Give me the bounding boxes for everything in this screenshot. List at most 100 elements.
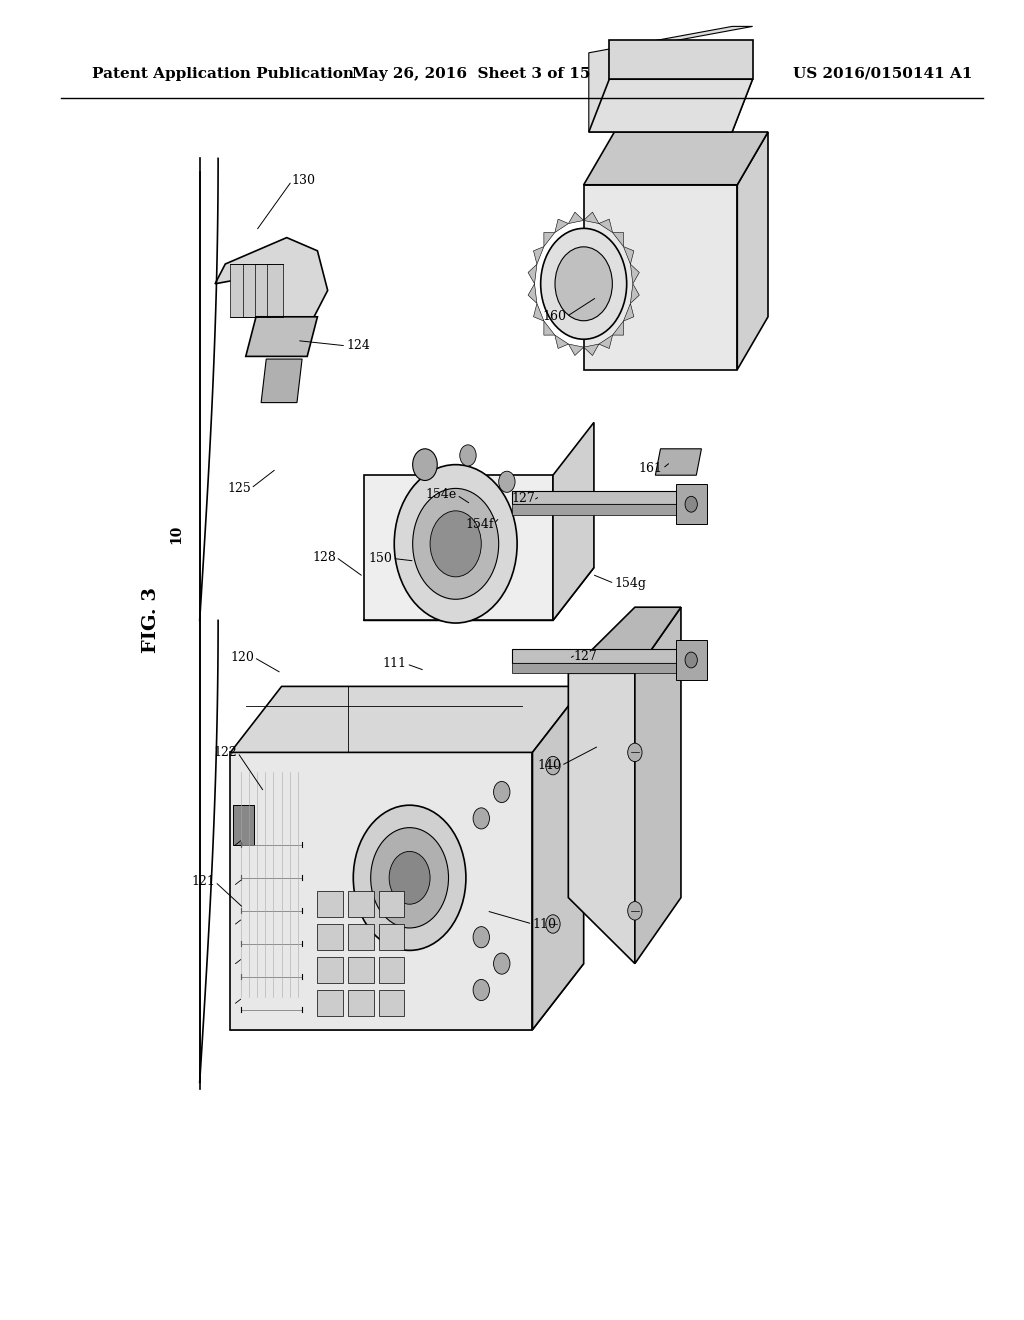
Bar: [379, 924, 404, 950]
Bar: [233, 805, 254, 845]
Circle shape: [430, 511, 481, 577]
Text: 111: 111: [383, 657, 407, 671]
Circle shape: [353, 805, 466, 950]
Polygon shape: [612, 321, 624, 335]
Text: 125: 125: [227, 482, 251, 495]
Polygon shape: [584, 345, 599, 355]
Polygon shape: [599, 219, 612, 232]
Polygon shape: [267, 264, 283, 317]
Text: 160: 160: [543, 310, 566, 323]
Text: 110: 110: [532, 917, 556, 931]
Circle shape: [555, 247, 612, 321]
Polygon shape: [544, 321, 555, 335]
Bar: [676, 640, 707, 680]
Bar: [317, 957, 343, 983]
Polygon shape: [631, 284, 639, 304]
Polygon shape: [364, 475, 553, 620]
Text: Patent Application Publication: Patent Application Publication: [92, 67, 354, 81]
Bar: [379, 990, 404, 1016]
Polygon shape: [624, 247, 634, 264]
Polygon shape: [512, 663, 696, 673]
Circle shape: [628, 902, 642, 920]
Polygon shape: [631, 264, 639, 284]
Circle shape: [473, 808, 489, 829]
Text: 10: 10: [169, 525, 183, 544]
Polygon shape: [589, 79, 753, 132]
Polygon shape: [230, 686, 584, 752]
Polygon shape: [599, 335, 612, 348]
Polygon shape: [528, 264, 537, 284]
Text: 154e: 154e: [425, 488, 457, 502]
Text: 120: 120: [230, 651, 254, 664]
Polygon shape: [635, 607, 681, 964]
Polygon shape: [568, 345, 584, 355]
Circle shape: [494, 781, 510, 803]
Polygon shape: [589, 26, 753, 132]
Bar: [348, 957, 374, 983]
Polygon shape: [230, 752, 532, 1030]
Circle shape: [499, 471, 515, 492]
Text: 127: 127: [573, 649, 597, 663]
Bar: [348, 891, 374, 917]
Text: 154f: 154f: [465, 517, 494, 531]
Bar: [317, 891, 343, 917]
Text: 161: 161: [639, 462, 663, 475]
Polygon shape: [612, 232, 624, 247]
Circle shape: [473, 927, 489, 948]
Circle shape: [389, 851, 430, 904]
Text: FIG. 3: FIG. 3: [141, 587, 160, 653]
Polygon shape: [568, 673, 635, 964]
Polygon shape: [246, 317, 317, 356]
Polygon shape: [584, 213, 599, 223]
Polygon shape: [584, 185, 737, 370]
Polygon shape: [555, 219, 568, 232]
Text: US 2016/0150141 A1: US 2016/0150141 A1: [794, 67, 973, 81]
Text: 124: 124: [346, 339, 370, 352]
Circle shape: [413, 488, 499, 599]
Text: 140: 140: [538, 759, 561, 772]
Bar: [379, 957, 404, 983]
Polygon shape: [261, 359, 302, 403]
Polygon shape: [609, 40, 753, 79]
Text: 154g: 154g: [614, 577, 646, 590]
Bar: [348, 990, 374, 1016]
Circle shape: [413, 449, 437, 480]
Bar: [379, 891, 404, 917]
Polygon shape: [555, 335, 568, 348]
Polygon shape: [553, 422, 594, 620]
Circle shape: [371, 828, 449, 928]
Text: May 26, 2016  Sheet 3 of 15: May 26, 2016 Sheet 3 of 15: [352, 67, 590, 81]
Polygon shape: [255, 264, 270, 317]
Polygon shape: [584, 132, 768, 185]
Circle shape: [494, 953, 510, 974]
Polygon shape: [544, 232, 555, 247]
Polygon shape: [512, 649, 696, 663]
Polygon shape: [243, 264, 258, 317]
Circle shape: [546, 756, 560, 775]
Polygon shape: [532, 686, 584, 1030]
Polygon shape: [534, 304, 544, 321]
Polygon shape: [230, 964, 584, 1030]
Text: 121: 121: [191, 875, 215, 888]
Polygon shape: [512, 491, 696, 504]
Circle shape: [685, 652, 697, 668]
Polygon shape: [364, 568, 594, 620]
Polygon shape: [568, 213, 584, 223]
Polygon shape: [528, 284, 537, 304]
Polygon shape: [737, 132, 768, 370]
Polygon shape: [230, 264, 246, 317]
Circle shape: [546, 915, 560, 933]
Circle shape: [541, 228, 627, 339]
Polygon shape: [512, 504, 696, 515]
Text: 127: 127: [512, 492, 536, 506]
Circle shape: [394, 465, 517, 623]
Bar: [348, 924, 374, 950]
Text: 128: 128: [312, 550, 336, 564]
Circle shape: [628, 743, 642, 762]
Text: 130: 130: [292, 174, 315, 187]
Polygon shape: [215, 238, 328, 330]
Polygon shape: [568, 607, 681, 673]
Text: 122: 122: [214, 746, 238, 759]
Polygon shape: [624, 304, 634, 321]
Bar: [676, 484, 707, 524]
